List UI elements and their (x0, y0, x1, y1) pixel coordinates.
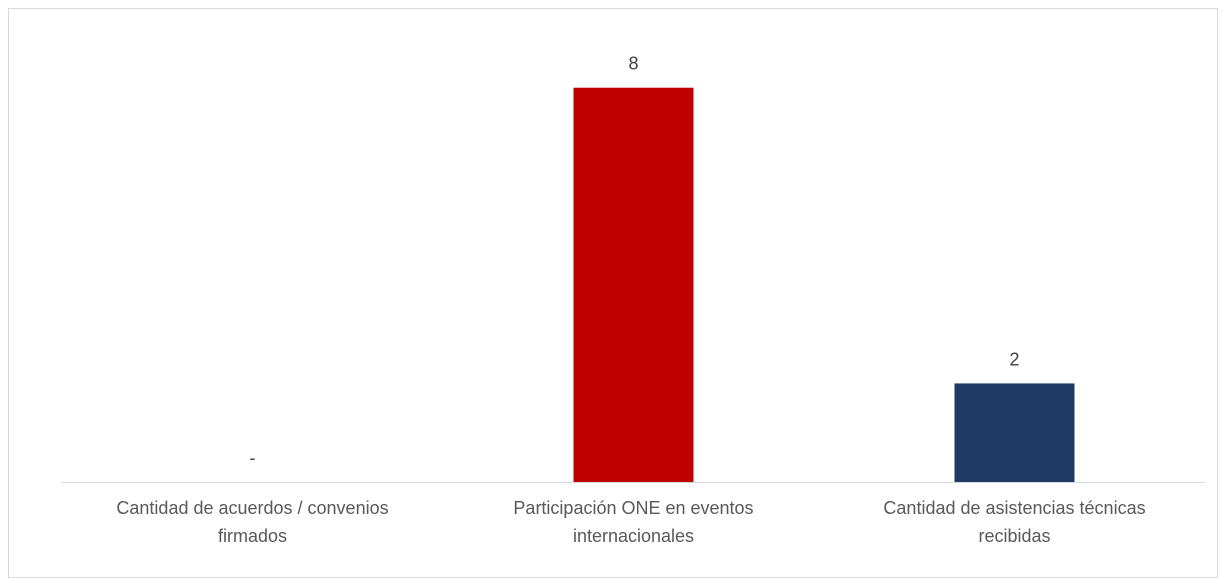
category-label-0-line-1: firmados (218, 526, 287, 546)
data-label-0: - (250, 448, 256, 468)
bars-group (573, 87, 1075, 482)
data-label-1: 8 (628, 54, 638, 74)
category-label-0-line-0: Cantidad de acuerdos / convenios (116, 498, 388, 518)
category-label-1-line-0: Participación ONE en eventos (513, 498, 753, 518)
data-label-2: 2 (1009, 349, 1019, 369)
data-labels-group: - 8 2 (250, 54, 1020, 468)
category-label-2-line-0: Cantidad de asistencias técnicas (883, 498, 1145, 518)
category-label-2-line-1: recibidas (978, 526, 1050, 546)
category-labels-group: Cantidad de acuerdos / convenios firmados… (116, 498, 1145, 546)
bar-1 (573, 87, 694, 482)
category-label-1-line-1: internacionales (573, 526, 694, 546)
bar-2 (954, 383, 1075, 482)
